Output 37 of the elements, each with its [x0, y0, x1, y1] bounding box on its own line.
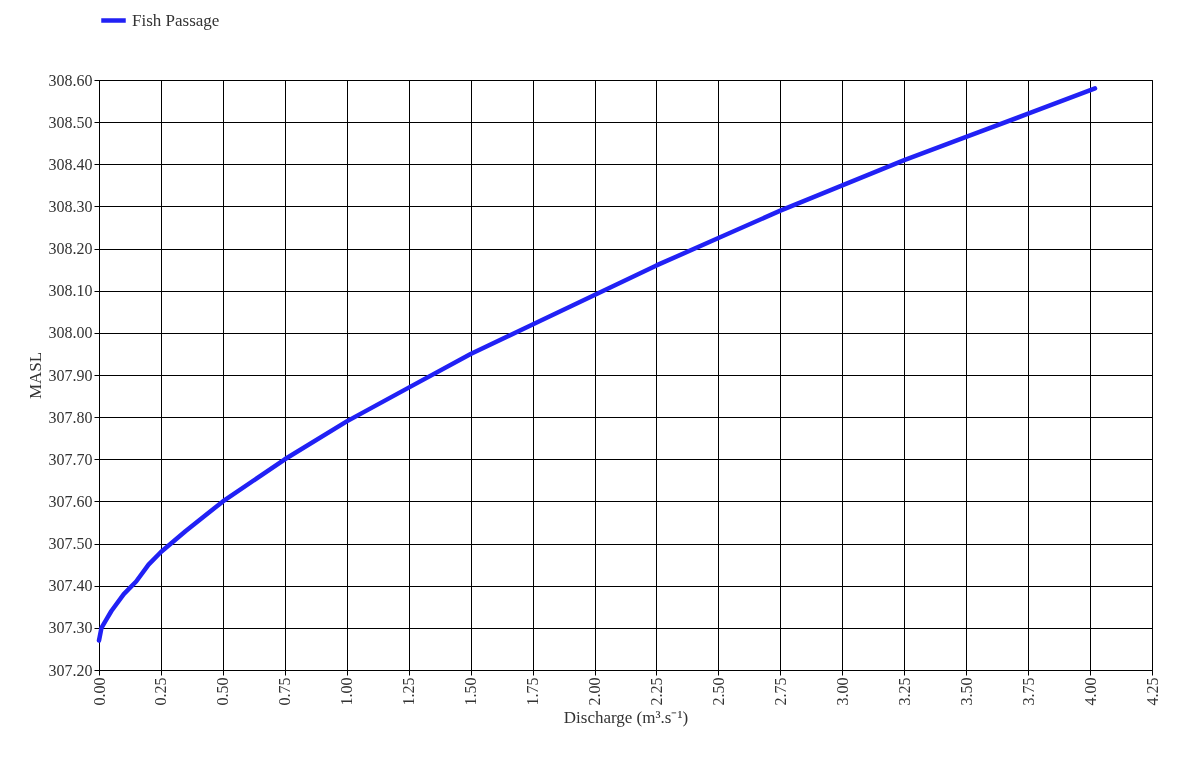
x-tick-label: 0.25: [152, 677, 170, 706]
x-tick-label: 0.75: [276, 677, 294, 706]
y-tick-label: 308.30: [48, 197, 93, 215]
y-tick-label: 307.90: [48, 366, 93, 384]
x-tick-label: 4.25: [1143, 677, 1161, 706]
x-tick-label: 2.50: [709, 677, 727, 706]
y-tick-label: 307.80: [48, 408, 93, 426]
y-tick-label: 307.70: [48, 450, 93, 468]
x-tick-label: 2.00: [586, 677, 604, 706]
x-tick-label: 3.25: [895, 677, 913, 706]
x-tick-label: 0.00: [90, 677, 108, 706]
x-tick-label: 2.75: [771, 677, 789, 706]
y-tick-label: 308.00: [48, 324, 93, 342]
x-tick-label: 4.00: [1081, 677, 1099, 706]
y-axis-title: MASL: [25, 351, 45, 400]
x-tick-label: 1.50: [462, 677, 480, 706]
x-tick-label: 2.25: [647, 677, 665, 706]
legend-label: Fish Passage: [132, 10, 220, 30]
y-tick-label: 308.60: [48, 71, 93, 89]
x-axis-title: Discharge (m³.s⁻¹): [563, 707, 689, 727]
y-tick-label: 307.50: [48, 535, 93, 553]
x-tick-label: 3.00: [833, 677, 851, 706]
y-tick-label: 307.30: [48, 619, 93, 637]
y-tick-label: 308.20: [48, 240, 93, 258]
y-tick-label: 307.40: [48, 577, 93, 595]
x-tick-label: 1.00: [338, 677, 356, 706]
x-tick-label: 3.50: [957, 677, 975, 706]
x-tick-label: 3.75: [1019, 677, 1037, 706]
x-tick-label: 1.25: [400, 677, 418, 706]
x-tick-label: 1.75: [524, 677, 542, 706]
y-tick-label: 307.20: [48, 661, 93, 679]
line-series: [96, 86, 1098, 643]
y-tick-label: 308.10: [48, 282, 93, 300]
y-tick-label: 308.50: [48, 113, 93, 131]
x-tick-label: 0.50: [214, 677, 232, 706]
y-tick-label: 307.60: [48, 492, 93, 510]
y-tick-label: 308.40: [48, 155, 93, 173]
